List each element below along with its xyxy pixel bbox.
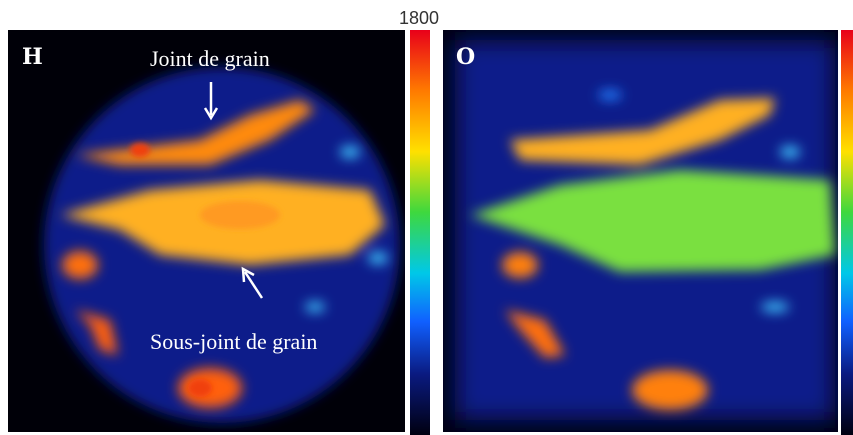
colorbar [841,30,853,435]
panel-label: O [456,44,475,70]
colorbar-max-label: 1800 [399,8,439,28]
annotation: Joint de grain [150,46,270,71]
colorbar [410,30,430,435]
o-map: O [443,30,838,432]
panel-label: H [22,44,43,70]
annotation: Sous-joint de grain [150,329,317,354]
h-map: H Joint de grain Sous-joint de grain [8,30,405,432]
